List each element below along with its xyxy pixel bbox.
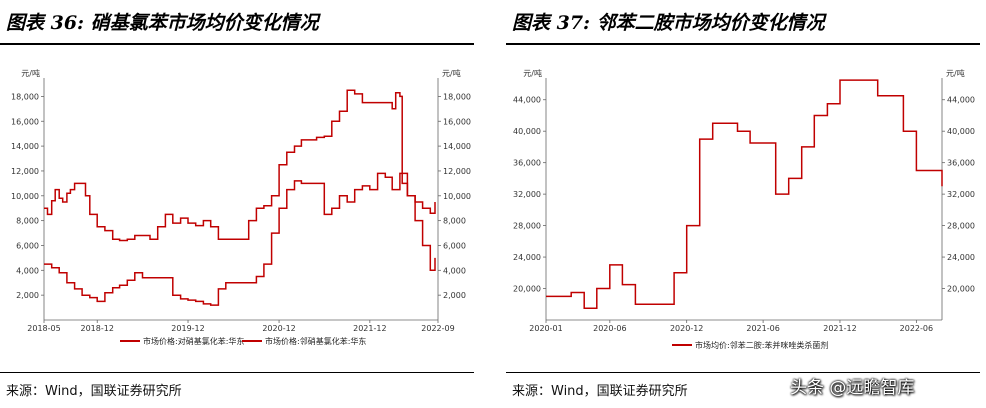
y-tick-label-right: 18,000 bbox=[443, 92, 471, 101]
line-chart: 元/吨 元/吨 20,000 24,000 28,000 32,000 36,000 40,0… bbox=[513, 68, 975, 350]
y-tick-label-left: 14,000 bbox=[11, 142, 39, 151]
y-tick-label-right: 24,000 bbox=[947, 253, 975, 262]
y-unit-right: 元/吨 bbox=[442, 68, 461, 78]
y-tick-label-right: 2,000 bbox=[443, 291, 466, 300]
y-tick-label-left: 20,000 bbox=[513, 285, 541, 294]
y-tick-label-right: 10,000 bbox=[443, 192, 471, 201]
y-tick-label-right: 20,000 bbox=[947, 285, 975, 294]
y-tick-label-left: 10,000 bbox=[11, 192, 39, 201]
y-tick-label-right: 16,000 bbox=[443, 117, 471, 126]
y-tick-label-left: 24,000 bbox=[513, 253, 541, 262]
chart-panel-right: 图表 37: 邻苯二胺市场均价变化情况 元/吨 元/吨 20,000 24,000 28… bbox=[506, 0, 986, 408]
y-tick-label-left: 4,000 bbox=[16, 266, 39, 275]
x-tick-label: 2021-12 bbox=[823, 324, 856, 333]
y-tick-label-left: 16,000 bbox=[11, 117, 39, 126]
x-tick-label: 2019-12 bbox=[171, 324, 204, 333]
title-rule bbox=[0, 43, 474, 45]
y-tick-label-left: 18,000 bbox=[11, 92, 39, 101]
y-tick-label-left: 8,000 bbox=[16, 217, 39, 226]
source-note: 来源：Wind，国联证券研究所 bbox=[6, 384, 182, 399]
y-tick-label-right: 4,000 bbox=[443, 266, 466, 275]
y-tick-label-right: 44,000 bbox=[947, 96, 975, 105]
y-tick-label-right: 32,000 bbox=[947, 190, 975, 199]
legend-label: 市场均价:邻苯二胺:苯并咪唑类杀菌剂 bbox=[695, 340, 828, 350]
x-tick-label: 2020-12 bbox=[262, 324, 295, 333]
x-tick-label: 2020-12 bbox=[670, 324, 703, 333]
y-tick-label-right: 8,000 bbox=[443, 217, 466, 226]
y-tick-label-right: 36,000 bbox=[947, 159, 975, 168]
x-tick-label: 2020-01 bbox=[529, 324, 562, 333]
y-tick-label-right: 12,000 bbox=[443, 167, 471, 176]
line-chart: 元/吨 元/吨 2,000 4,000 6,000 8,000 10,000 12,000 14… bbox=[11, 68, 471, 346]
y-tick-label-right: 28,000 bbox=[947, 222, 975, 231]
x-tick-label: 2018-05 bbox=[27, 324, 60, 333]
legend-label: 市场价格:邻硝基氯化苯:华东 bbox=[265, 336, 366, 346]
watermark: 头条 @远瞻智库 bbox=[790, 378, 915, 398]
y-tick-label-left: 6,000 bbox=[16, 241, 39, 250]
y-unit-left: 元/吨 bbox=[21, 68, 40, 78]
source-rule bbox=[506, 372, 980, 373]
x-tick-label: 2018-12 bbox=[81, 324, 114, 333]
chart-panel-left: 图表 36: 硝基氯苯市场均价变化情况 元/吨 元/吨 2,000 4,000 6,00… bbox=[0, 0, 480, 408]
x-tick-label: 2021-12 bbox=[353, 324, 386, 333]
series-line-1 bbox=[44, 89, 436, 242]
y-tick-label-right: 6,000 bbox=[443, 241, 466, 250]
y-tick-label-left: 2,000 bbox=[16, 291, 39, 300]
y-unit-right: 元/吨 bbox=[946, 68, 965, 78]
y-unit-left: 元/吨 bbox=[523, 68, 542, 78]
title-rule bbox=[506, 43, 980, 45]
legend-label: 市场价格:对硝基氯化苯:华东 bbox=[143, 336, 244, 346]
y-tick-label-right: 40,000 bbox=[947, 127, 975, 136]
y-tick-label-left: 44,000 bbox=[513, 96, 541, 105]
x-tick-label: 2022-06 bbox=[900, 324, 933, 333]
y-tick-label-left: 40,000 bbox=[513, 127, 541, 136]
y-tick-label-right: 14,000 bbox=[443, 142, 471, 151]
chart-title: 图表 37: 邻苯二胺市场均价变化情况 bbox=[512, 12, 825, 34]
y-tick-label-left: 12,000 bbox=[11, 167, 39, 176]
source-note: 来源：Wind，国联证券研究所 bbox=[512, 384, 688, 399]
series-line-2 bbox=[44, 172, 436, 306]
source-rule bbox=[0, 372, 474, 373]
y-tick-label-left: 32,000 bbox=[513, 190, 541, 199]
x-tick-label: 2022-09 bbox=[421, 324, 454, 333]
y-tick-label-left: 36,000 bbox=[513, 159, 541, 168]
x-tick-label: 2021-06 bbox=[746, 324, 779, 333]
chart-title: 图表 36: 硝基氯苯市场均价变化情况 bbox=[6, 12, 319, 34]
x-tick-label: 2020-06 bbox=[593, 324, 626, 333]
series-line-1 bbox=[546, 79, 943, 309]
y-tick-label-left: 28,000 bbox=[513, 222, 541, 231]
